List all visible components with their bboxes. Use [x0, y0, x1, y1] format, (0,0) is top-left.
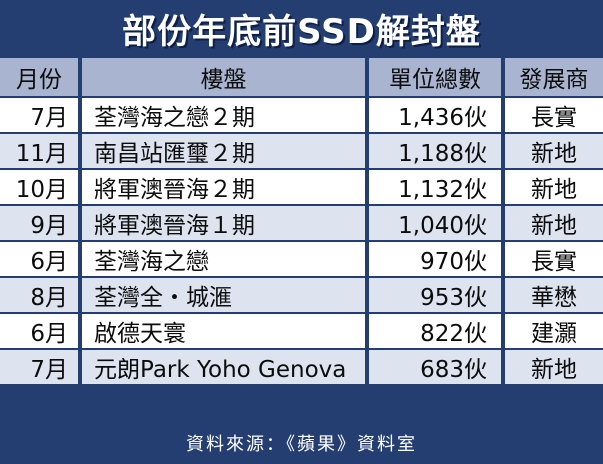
table-row: 7月 荃灣海之戀２期 1,436伙 長實 [0, 96, 603, 133]
developer-cell: 新地 [501, 204, 603, 241]
developer-cell: 新地 [501, 348, 603, 384]
units-cell: 683伙 [365, 348, 503, 384]
month-cell: 8月 [0, 276, 80, 313]
month-cell: 7月 [0, 96, 80, 133]
developer-cell: 新地 [501, 168, 603, 205]
month-cell: 7月 [0, 348, 80, 384]
project-cell: 荃灣海之戀 [78, 240, 367, 277]
table-row: 6月 荃灣海之戀 970伙 長實 [0, 240, 603, 277]
units-cell: 1,040伙 [365, 204, 503, 241]
project-cell: 將軍澳晉海２期 [78, 168, 367, 205]
units-cell: 953伙 [365, 276, 503, 313]
month-cell: 6月 [0, 240, 80, 277]
project-cell: 將軍澳晉海１期 [78, 204, 367, 241]
developer-cell: 建灝 [501, 312, 603, 349]
project-cell: 南昌站匯璽２期 [78, 132, 367, 169]
units-cell: 1,188伙 [365, 132, 503, 169]
data-table: 月份 樓盤 單位總數 發展商 7月 荃灣海之戀２期 1,436伙 長實 11月 … [0, 58, 603, 384]
column-header-project: 樓盤 [78, 58, 367, 98]
developer-cell: 新地 [501, 132, 603, 169]
source-footer: 資料來源：《蘋果》資料室 [186, 433, 417, 455]
month-cell: 6月 [0, 312, 80, 349]
table-row: 11月 南昌站匯璽２期 1,188伙 新地 [0, 132, 603, 169]
project-cell: 荃灣全・城滙 [78, 276, 367, 313]
month-cell: 9月 [0, 204, 80, 241]
units-cell: 822伙 [365, 312, 503, 349]
page-title: 部份年底前SSD解封盤 [122, 11, 481, 52]
units-cell: 1,132伙 [365, 168, 503, 205]
column-header-developer: 發展商 [501, 58, 603, 98]
column-header-month: 月份 [0, 58, 80, 98]
developer-cell: 長實 [501, 240, 603, 277]
table-row: 8月 荃灣全・城滙 953伙 華懋 [0, 276, 603, 313]
units-cell: 1,436伙 [365, 96, 503, 133]
month-cell: 11月 [0, 132, 80, 169]
column-header-units: 單位總數 [365, 58, 503, 98]
project-cell: 荃灣海之戀２期 [78, 96, 367, 133]
table-row: 6月 啟德天寰 822伙 建灝 [0, 312, 603, 349]
header-row: 月份 樓盤 單位總數 發展商 [0, 58, 603, 98]
units-cell: 970伙 [365, 240, 503, 277]
month-cell: 10月 [0, 168, 80, 205]
table-row: 9月 將軍澳晉海１期 1,040伙 新地 [0, 204, 603, 241]
developer-cell: 華懋 [501, 276, 603, 313]
table-row: 10月 將軍澳晉海２期 1,132伙 新地 [0, 168, 603, 205]
developer-cell: 長實 [501, 96, 603, 133]
project-cell: 元朗Park Yoho Genova [78, 348, 367, 384]
project-cell: 啟德天寰 [78, 312, 367, 349]
table-row: 7月 元朗Park Yoho Genova 683伙 新地 [0, 348, 603, 384]
